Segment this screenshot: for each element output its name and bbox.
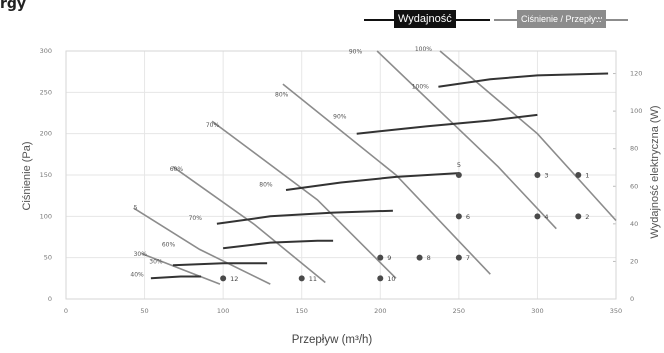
- legend-secondary-line: [494, 19, 520, 21]
- y-right-tick-label-1: 20: [630, 257, 638, 265]
- y-left-tick-label-4: 200: [40, 130, 52, 138]
- operating-point-2: [575, 213, 582, 220]
- x-tick-label-4: 200: [374, 307, 386, 315]
- operating-point-11: [298, 275, 305, 282]
- operating-point-label-11: 11: [309, 275, 317, 283]
- legend-primary-line-right: [454, 19, 490, 21]
- operating-point-label-8: 8: [427, 254, 431, 262]
- x-axis-label: Przepływ (m³/h): [291, 334, 373, 346]
- curve-label-pressure-2: 80%: [275, 91, 289, 98]
- y-left-tick-label-1: 50: [44, 254, 52, 262]
- curve-label-pressure-0: 100%: [415, 46, 432, 53]
- curve-label-power-10: 70%: [189, 215, 203, 222]
- curve-label-pressure-1: 90%: [349, 48, 363, 55]
- legend-primary-line: [364, 19, 404, 21]
- operating-point-12: [220, 275, 227, 282]
- x-tick-label-5: 250: [453, 307, 465, 315]
- power-curve-2: [285, 172, 459, 191]
- operating-point-4: [534, 213, 541, 220]
- pressure-curve-6: [141, 252, 221, 285]
- curve-label-pressure-3: 70%: [206, 122, 220, 129]
- operating-point-label-5: 5: [457, 161, 461, 169]
- operating-point-3: [534, 172, 541, 178]
- x-tick-label-7: 350: [610, 307, 622, 315]
- curve-label-power-7: 100%: [412, 84, 429, 91]
- operating-point-8: [416, 254, 423, 261]
- operating-point-label-4: 4: [544, 213, 548, 221]
- legend-primary-label: Wydajność: [394, 10, 456, 28]
- x-tick-label-0: 0: [64, 307, 68, 315]
- power-curve-0: [438, 72, 609, 88]
- operating-point-label-10: 10: [387, 275, 395, 283]
- legend-secondary-label: Ciśnienie / Przepływ: [517, 10, 607, 28]
- y-right-tick-label-0: 0: [630, 295, 634, 303]
- pressure-curve-2: [282, 83, 491, 275]
- y-right-tick-label-5: 100: [630, 107, 642, 115]
- operating-point-10: [377, 275, 384, 282]
- y-left-tick-label-0: 0: [48, 295, 52, 303]
- y-right-tick-label-2: 40: [630, 220, 638, 228]
- operating-point-label-12: 12: [230, 275, 238, 283]
- y-right-tick-label-6: 120: [630, 70, 642, 78]
- pressure-curve-5: [133, 207, 271, 285]
- x-tick-label-6: 300: [531, 307, 543, 315]
- operating-point-1: [575, 172, 582, 178]
- operating-point-label-3: 3: [544, 172, 548, 180]
- y-right-tick-label-4: 80: [630, 145, 638, 153]
- power-curve-1: [356, 113, 538, 135]
- y-left-tick-label-3: 150: [40, 171, 52, 179]
- operating-point-label-6: 6: [466, 213, 470, 221]
- x-tick-label-2: 100: [217, 307, 229, 315]
- operating-point-label-2: 2: [585, 213, 589, 221]
- curve-label-power-11: 60%: [162, 241, 176, 248]
- curve-label-pressure-6: 30%: [134, 251, 148, 258]
- curve-label-power-9: 80%: [259, 181, 273, 188]
- plot-area-frame: [65, 50, 617, 300]
- curve-label-pressure-5: 5: [134, 205, 138, 212]
- curve-label-pressure-4: 60%: [170, 166, 184, 173]
- pressure-curve-3: [211, 120, 397, 279]
- y-left-tick-label-6: 300: [40, 47, 52, 55]
- pressure-curve-4: [172, 166, 326, 284]
- y-right-tick-label-3: 60: [630, 182, 638, 190]
- x-tick-label-3: 150: [296, 307, 308, 315]
- power-curve-3: [216, 209, 393, 225]
- operating-point-7: [455, 254, 462, 261]
- power-curve-4: [222, 239, 334, 250]
- operating-point-label-7: 7: [466, 254, 470, 262]
- curve-label-power-13: 40%: [130, 271, 144, 278]
- pressure-curve-1: [376, 50, 557, 230]
- title-fragment: rgy: [0, 0, 27, 12]
- y-left-tick-label-2: 100: [40, 212, 52, 220]
- operating-point-5: [455, 172, 462, 178]
- legend-secondary-line-right: [596, 19, 628, 21]
- operating-point-9: [377, 254, 384, 261]
- curve-label-power-8: 90%: [333, 114, 347, 121]
- operating-point-6: [455, 213, 462, 220]
- operating-point-label-9: 9: [387, 254, 391, 262]
- curve-label-power-12: 30%: [149, 258, 163, 265]
- power-curve-6: [150, 275, 202, 280]
- x-tick-label-1: 50: [140, 307, 148, 315]
- pressure-curve-0: [439, 50, 617, 222]
- y-left-tick-label-5: 250: [40, 88, 52, 96]
- operating-point-label-1: 1: [585, 172, 589, 180]
- power-curve-5: [172, 262, 268, 267]
